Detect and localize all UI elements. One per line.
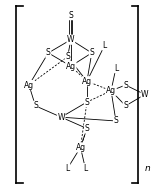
Text: S: S <box>65 52 70 61</box>
Text: Ag: Ag <box>66 62 76 71</box>
Text: S: S <box>68 11 73 20</box>
Text: L: L <box>103 41 107 50</box>
Text: W: W <box>57 113 65 122</box>
Text: S: S <box>33 101 38 110</box>
Text: Ag: Ag <box>82 77 92 86</box>
Text: S: S <box>85 98 89 107</box>
Text: Ag: Ag <box>24 81 34 90</box>
Text: S: S <box>46 48 51 57</box>
Text: S: S <box>123 101 128 110</box>
Text: Ag: Ag <box>106 86 116 95</box>
Text: L: L <box>114 64 118 73</box>
Text: W: W <box>67 35 75 44</box>
Text: Ag: Ag <box>76 143 85 152</box>
Text: S: S <box>85 124 89 133</box>
Text: n: n <box>145 164 151 173</box>
Text: W: W <box>141 90 149 99</box>
Text: L: L <box>66 164 70 173</box>
Text: L: L <box>83 164 87 173</box>
Text: S: S <box>123 81 128 90</box>
Text: S: S <box>114 116 118 125</box>
Text: S: S <box>89 48 94 57</box>
